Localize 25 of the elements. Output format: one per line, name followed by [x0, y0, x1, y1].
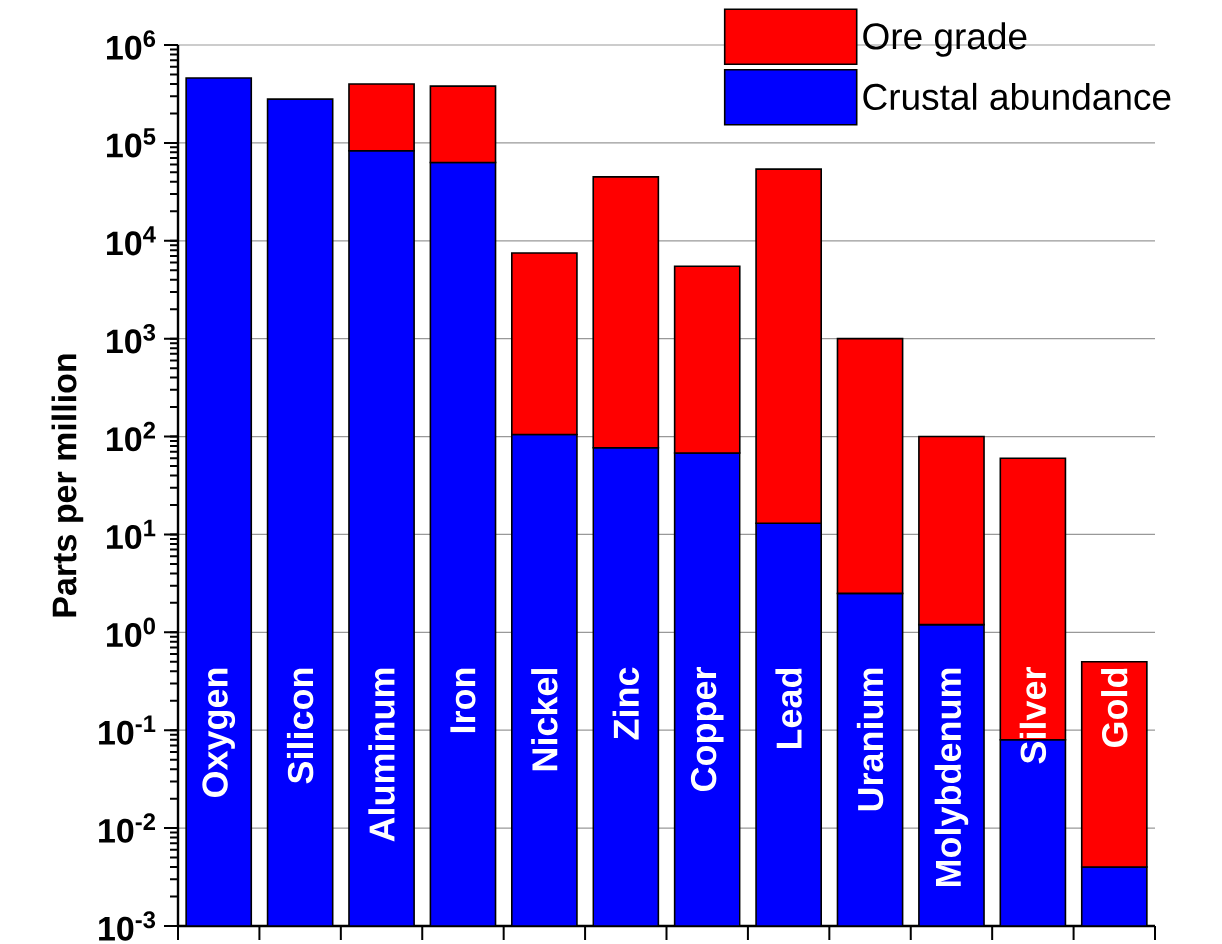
- legend-label: Crustal abundance: [863, 82, 1171, 111]
- y-tick-label: 10$^{5}$: [107, 128, 156, 158]
- x-tick-label: Silver: [1019, 667, 1047, 764]
- x-tick-label: Nickel: [531, 669, 558, 771]
- y-tick-label: 10$^{4}$: [107, 226, 156, 256]
- x-tick-label: Lead: [775, 668, 802, 749]
- x-tick-label: Aluminum: [368, 668, 395, 842]
- y-tick-label: 10$^{-3}$: [99, 911, 156, 941]
- x-tick-label: Zinc: [612, 667, 640, 740]
- y-tick-label: 10$^{0}$: [107, 617, 155, 648]
- y-axis-title: Parts per million: [51, 354, 84, 617]
- x-tick-label: Iron: [450, 668, 476, 733]
- y-tick-label: 10$^{1}$: [107, 519, 156, 550]
- y-tick-label: 10$^{3}$: [107, 323, 156, 354]
- x-tick-label: Molybdenum: [934, 668, 969, 887]
- x-tick-label: Gold: [1101, 668, 1128, 748]
- x-tick-label: Silicon: [286, 668, 314, 784]
- x-tick-label: Copper: [690, 667, 724, 792]
- legend-label: Ore grade: [863, 22, 1027, 57]
- x-tick-label: Uranium: [856, 668, 884, 811]
- y-tick-label: 10$^{-2}$: [99, 813, 155, 843]
- x-tick-label: Oxygen: [202, 668, 236, 798]
- y-tick-label: 10$^{-1}$: [99, 715, 156, 745]
- y-tick-label: 10$^{6}$: [107, 30, 156, 60]
- y-tick-label: 10$^{2}$: [107, 421, 155, 452]
